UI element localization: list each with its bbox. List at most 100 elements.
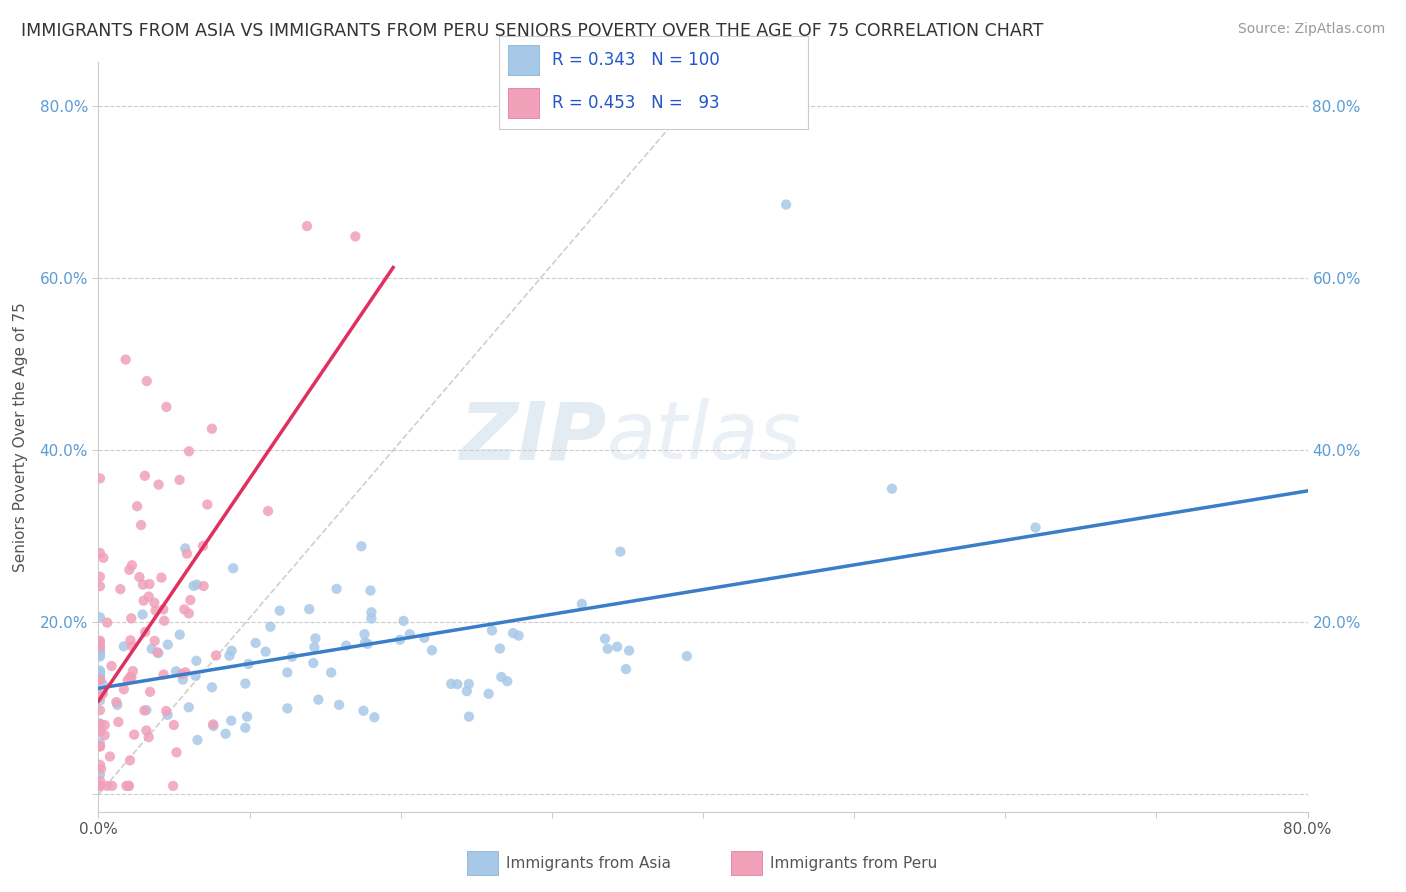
Point [90,762,112,776]
Point [219,714,242,728]
Point [122,728,145,742]
Point [135,723,157,738]
Point [89,723,111,738]
Bar [509,88,540,118]
Point [162,779,184,793]
Point [148,477,170,491]
Point [360,605,382,619]
Point [205,648,228,663]
Point [202,719,225,733]
Point [118,670,141,684]
Point [120,670,142,684]
Point [112,682,135,697]
Point [356,637,378,651]
Text: Source: ZipAtlas.com: Source: ZipAtlas.com [1237,22,1385,37]
Point [281,649,304,664]
Point [89,779,111,793]
Point [120,611,142,625]
Point [118,563,141,577]
Point [89,668,111,682]
Point [276,701,298,715]
Point [214,727,236,741]
Point [115,779,138,793]
Point [269,604,291,618]
Point [353,704,375,718]
Point [172,673,194,687]
Point [89,640,111,654]
Point [98,749,121,764]
Y-axis label: Seniors Poverty Over the Age of 75: Seniors Poverty Over the Age of 75 [14,302,28,572]
Point [150,571,173,585]
Point [440,677,463,691]
Point [169,627,191,641]
Point [89,471,111,485]
Point [614,662,637,676]
Point [117,673,139,688]
Point [153,614,176,628]
Point [89,649,111,664]
Point [880,482,903,496]
Point [89,671,111,685]
Point [121,664,143,678]
Point [481,624,503,638]
Point [389,632,412,647]
Text: ZIP: ZIP [458,398,606,476]
Point [235,721,257,735]
Point [502,626,524,640]
Point [89,690,111,704]
Point [170,667,193,681]
Point [145,604,167,618]
Point [344,229,367,244]
Point [508,629,530,643]
Point [496,674,519,689]
Point [89,640,111,654]
Point [127,499,149,513]
Point [107,714,129,729]
Point [143,596,166,610]
Bar [731,851,762,875]
Point [257,504,280,518]
Text: Immigrants from Peru: Immigrants from Peru [770,855,938,871]
Point [186,654,208,668]
Point [353,627,375,641]
Point [222,561,245,575]
Point [89,716,111,731]
Point [458,709,481,723]
Text: IMMIGRANTS FROM ASIA VS IMMIGRANTS FROM PERU SENIORS POVERTY OVER THE AGE OF 75 : IMMIGRANTS FROM ASIA VS IMMIGRANTS FROM … [21,22,1043,40]
Point [143,634,166,648]
Point [91,686,114,700]
Point [89,570,111,584]
Point [193,579,215,593]
Point [392,614,415,628]
Point [110,582,132,596]
Point [183,579,205,593]
Point [335,639,357,653]
Point [491,670,513,684]
Point [321,665,343,680]
Bar [509,45,540,75]
Point [254,645,277,659]
Point [350,539,373,553]
Point [89,757,111,772]
Point [129,518,152,533]
Point [155,400,177,414]
Point [93,728,115,742]
Point [89,643,111,657]
Point [89,633,111,648]
Point [169,473,191,487]
Point [89,739,111,754]
Point [276,665,298,680]
Point [120,633,142,648]
Point [93,550,115,565]
Point [89,673,111,687]
Point [89,546,111,560]
Point [617,643,640,657]
Point [146,645,169,659]
Point [457,677,479,691]
Point [91,677,114,691]
Point [177,444,200,458]
Point [166,745,188,759]
Point [89,648,111,662]
Point [89,635,111,649]
Point [606,640,628,654]
